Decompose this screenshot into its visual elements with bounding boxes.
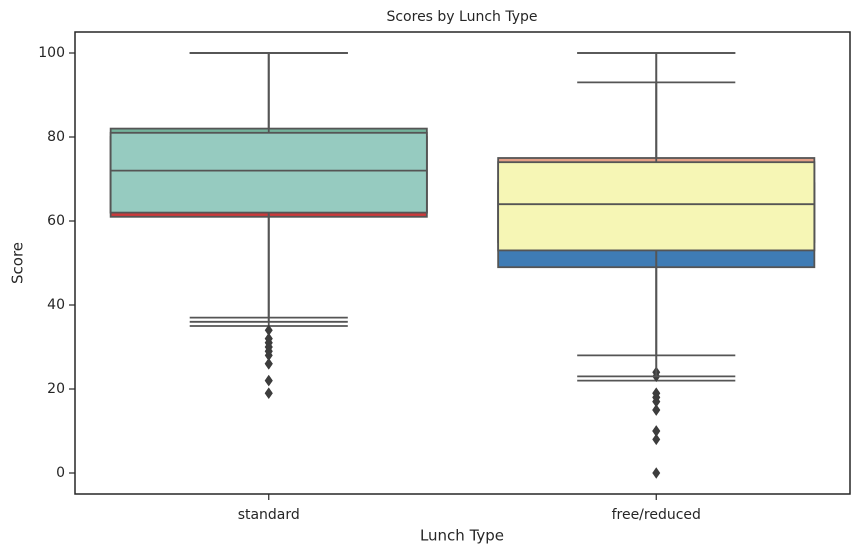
y-tick-label: 20 [47,381,65,397]
y-tick-label: 40 [47,297,65,313]
chart-title: Scores by Lunch Type [386,9,537,25]
flier [264,341,273,353]
x-axis-label: Lunch Type [420,527,504,545]
y-tick-label: 80 [47,129,65,145]
plot-frame [74,31,851,495]
flier [652,387,661,399]
flier [264,374,273,387]
flier [264,387,273,399]
y-tick-label: 0 [56,465,65,481]
flier [652,425,661,437]
flier [652,467,661,479]
box [109,131,428,214]
flier [652,404,661,416]
flier [264,358,273,370]
flier [652,433,661,446]
box [497,161,816,252]
y-tick-label: 100 [38,45,65,61]
y-tick-label: 60 [47,213,65,229]
x-tick-label: standard [238,507,300,523]
y-axis-label: Score [9,242,27,284]
x-tick-label: free/reduced [612,507,701,523]
